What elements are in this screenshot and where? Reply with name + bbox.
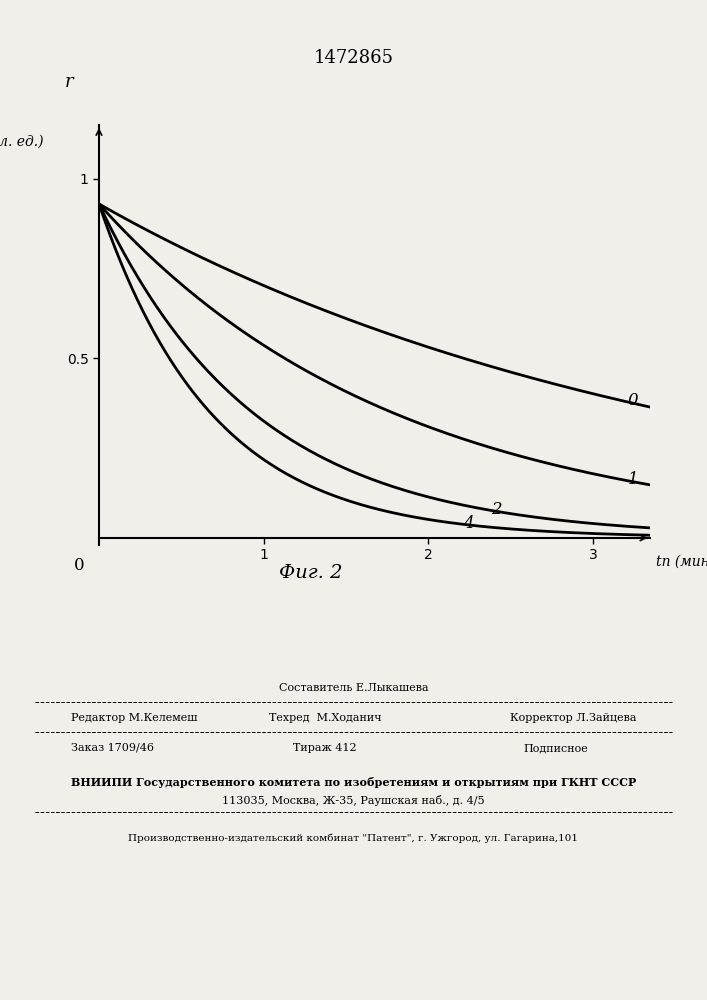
Text: Фиг. 2: Фиг. 2 bbox=[279, 564, 343, 582]
Text: 0: 0 bbox=[74, 558, 85, 574]
Text: 1: 1 bbox=[627, 471, 638, 488]
Text: (усл. ед.): (усл. ед.) bbox=[0, 135, 44, 149]
Text: 2: 2 bbox=[491, 501, 501, 518]
Text: ВНИИПИ Государственного комитета по изобретениям и открытиям при ГКНТ СССР: ВНИИПИ Государственного комитета по изоб… bbox=[71, 776, 636, 788]
Text: 4: 4 bbox=[463, 515, 474, 532]
Text: Корректор Л.Зайцева: Корректор Л.Зайцева bbox=[510, 713, 636, 723]
Text: r: r bbox=[64, 73, 73, 91]
Text: Составитель Е.Лыкашева: Составитель Е.Лыкашева bbox=[279, 683, 428, 693]
Text: Редактор М.Келемеш: Редактор М.Келемеш bbox=[71, 713, 197, 723]
Text: Подписное: Подписное bbox=[523, 743, 588, 753]
Text: 0: 0 bbox=[627, 392, 638, 409]
Text: Тираж 412: Тираж 412 bbox=[293, 743, 357, 753]
Text: tп (мин.): tп (мин.) bbox=[656, 555, 707, 569]
Text: 1472865: 1472865 bbox=[313, 49, 394, 67]
Text: 113035, Москва, Ж-35, Раушская наб., д. 4/5: 113035, Москва, Ж-35, Раушская наб., д. … bbox=[222, 794, 485, 806]
Text: Техред  М.Ходанич: Техред М.Ходанич bbox=[269, 713, 382, 723]
Text: Заказ 1709/46: Заказ 1709/46 bbox=[71, 743, 153, 753]
Text: Производственно-издательский комбинат "Патент", г. Ужгород, ул. Гагарина,101: Производственно-издательский комбинат "П… bbox=[129, 833, 578, 843]
